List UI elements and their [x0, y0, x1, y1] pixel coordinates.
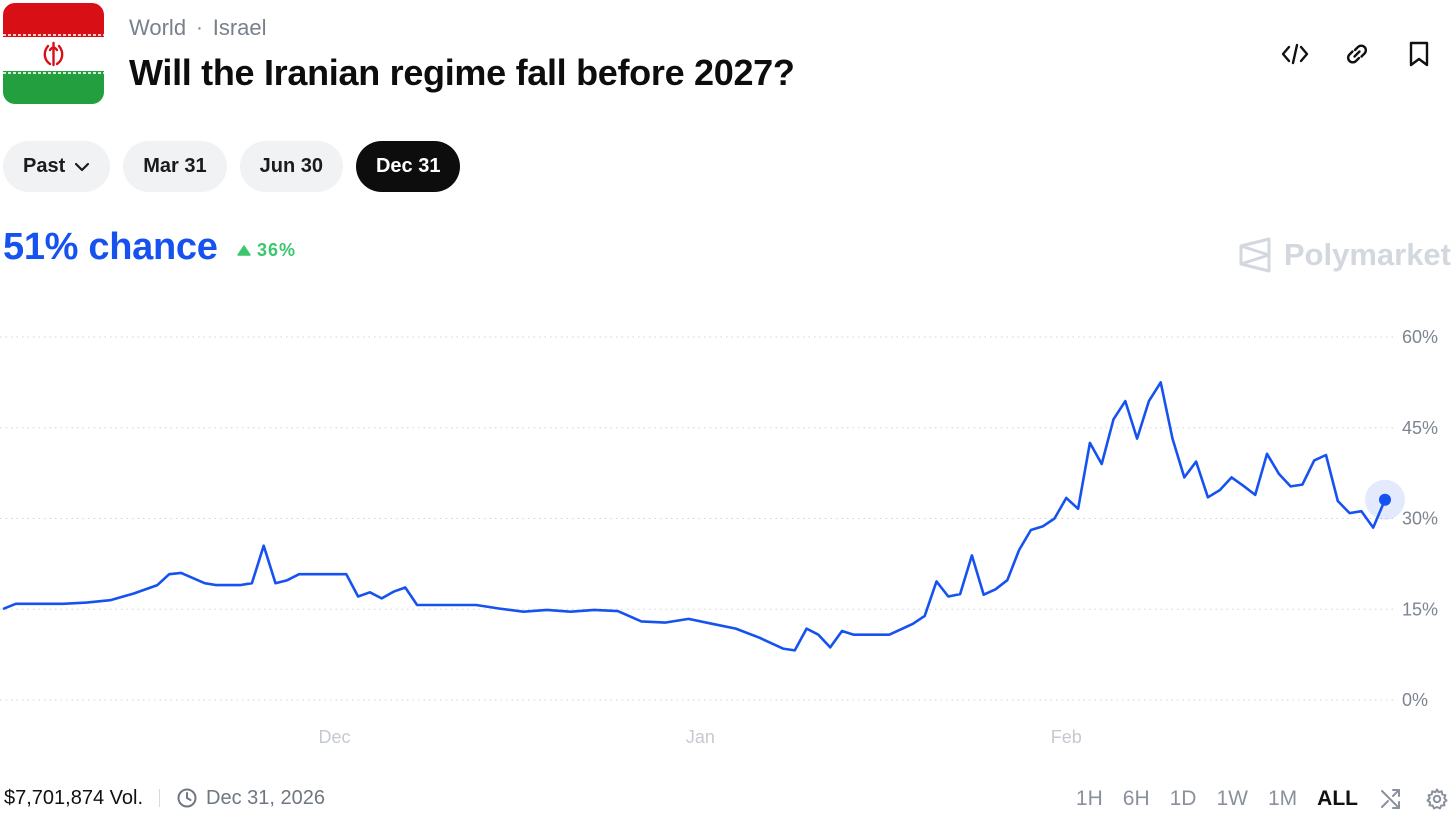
x-tick-label: Dec [318, 727, 350, 747]
bookmark-icon [1409, 41, 1429, 67]
page-title: Will the Iranian regime fall before 2027… [129, 52, 795, 93]
breadcrumb-israel[interactable]: Israel [212, 15, 267, 40]
polymarket-logo-icon [1239, 237, 1271, 273]
x-tick-label: Jan [686, 727, 715, 747]
embed-code-icon [1281, 43, 1309, 65]
end-date: Dec 31, 2026 [176, 787, 325, 810]
series-line [2, 381, 1387, 652]
embed-button[interactable] [1276, 36, 1314, 72]
bookmark-button[interactable] [1400, 36, 1438, 72]
grid-lines [0, 336, 1395, 701]
iran-flag-image [3, 3, 104, 104]
x-axis-labels: Dec Jan Feb [318, 727, 1081, 747]
breadcrumb-separator: · [196, 16, 203, 39]
past-dropdown[interactable]: Past [3, 141, 111, 192]
y-tick-label: 0% [1402, 690, 1428, 710]
date-tab-jun-30[interactable]: Jun 30 [239, 141, 343, 192]
change-value: 36% [257, 240, 297, 260]
copy-link-button[interactable] [1338, 36, 1376, 72]
date-tab-mar-31[interactable]: Mar 31 [123, 141, 227, 192]
market-stats: $7,701,874 Vol. Dec 31, 2026 [4, 783, 325, 813]
y-tick-label: 60% [1402, 327, 1438, 347]
current-point-marker[interactable] [1379, 493, 1391, 506]
y-tick-label: 45% [1402, 418, 1438, 438]
shuffle-icon [1381, 789, 1400, 809]
change-badge: 36% [237, 240, 296, 261]
x-tick-label: Feb [1051, 727, 1082, 747]
chance-value: 51% chance [3, 226, 218, 268]
timeframe-6h[interactable]: 6H [1122, 787, 1150, 810]
price-chart: 60% 45% 30% 15% 0% Dec Jan Feb [0, 327, 1438, 747]
breadcrumb-world[interactable]: World [129, 15, 187, 40]
timeframe-1h[interactable]: 1H [1075, 787, 1103, 810]
past-dropdown-label: Past [23, 155, 66, 177]
brand-name: Polymarket [1283, 237, 1451, 272]
timeframe-selector: 1H 6H 1D 1W 1M ALL [1076, 784, 1450, 814]
header-actions [1276, 36, 1438, 72]
clock-icon [177, 788, 197, 808]
timeframe-all[interactable]: ALL [1317, 787, 1358, 810]
date-tab-dec-31[interactable]: Dec 31 [355, 141, 461, 192]
settings-button[interactable] [1424, 786, 1450, 812]
y-axis-labels: 60% 45% 30% 15% 0% [1402, 327, 1438, 710]
timeframe-1d[interactable]: 1D [1169, 787, 1197, 810]
triangle-up-icon [237, 245, 251, 256]
end-date-text: Dec 31, 2026 [206, 786, 325, 809]
timeframe-1m[interactable]: 1M [1267, 787, 1298, 810]
chevron-down-icon [74, 162, 90, 172]
shuffle-button[interactable] [1378, 786, 1404, 812]
link-icon [1346, 44, 1368, 64]
divider [159, 789, 161, 807]
y-tick-label: 30% [1402, 509, 1438, 529]
date-tabs: Past Mar 31 Jun 30 Dec 31 [3, 141, 461, 192]
timeframe-1w[interactable]: 1W [1216, 787, 1248, 810]
gear-icon [1426, 788, 1448, 810]
y-tick-label: 15% [1402, 599, 1438, 619]
polymarket-watermark: Polymarket [1238, 237, 1451, 273]
breadcrumb: World · Israel [129, 15, 267, 41]
volume-text: $7,701,874 Vol. [4, 786, 144, 809]
